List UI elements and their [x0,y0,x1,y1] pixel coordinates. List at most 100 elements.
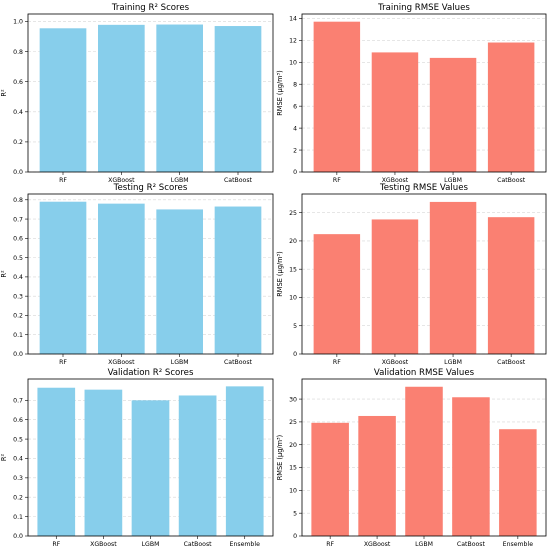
chart-title: Validation RMSE Values [374,368,475,378]
bar [156,209,203,354]
y-axis-label: RMSE (μg/m³) [276,435,284,481]
x-tick-label: LGBM [444,177,462,184]
chart-panel-3: RF XGBoost LGBM CatBoost 0 5 10 15 20 25 Testing R… [276,183,547,366]
y-tick-label: 5 [293,510,297,517]
chart-title: Testing R² Scores [113,183,188,193]
y-tick-label: 0.0 [13,351,23,358]
plot-frame [27,193,274,355]
plot-frame [27,13,274,173]
plot-frame [301,13,547,173]
y-tick-label: 0.4 [13,456,23,463]
y-tick-label: 0.1 [13,514,23,521]
x-tick-label: CatBoost [497,359,526,366]
bar [84,389,123,536]
bar [39,28,87,172]
x-tick-label: CatBoost [497,177,526,184]
x-tick-label: LGBM [171,177,189,184]
y-tick-label: 10 [289,488,297,495]
y-tick-label: 15 [289,266,297,273]
chart-title: Validation R² Scores [108,368,194,378]
chart-title: Training RMSE Values [377,3,470,13]
x-tick-label: XGBoost [108,359,135,366]
x-tick-label: Ensemble [230,541,261,548]
bar [214,206,262,354]
y-tick-label: 14 [289,16,297,23]
bar [214,26,262,172]
bar [39,201,87,354]
y-axis-label: RMSE (μg/m³) [276,251,284,297]
y-tick-label: 10 [289,59,297,66]
y-axis-label: R² [0,89,8,97]
bar [487,42,535,173]
y-tick-label: 0.2 [13,313,23,320]
y-tick-label: 12 [289,38,297,45]
x-tick-label: RF [59,177,67,184]
y-tick-label: 0.3 [13,475,23,482]
y-axis-label: R² [0,454,8,462]
bar [487,217,535,354]
bar [313,21,361,172]
y-tick-label: 0.5 [13,255,23,262]
plot-frame [301,378,547,537]
x-tick-label: CatBoost [224,177,253,184]
x-tick-label: CatBoost [224,359,253,366]
y-tick-label: 20 [289,442,297,449]
y-tick-label: 0.1 [13,332,23,339]
y-tick-label: 0.2 [13,139,23,146]
x-tick-label: XGBoost [364,541,391,548]
chart-panel-5: RF XGBoost LGBM CatBoost Ensemble 0 5 10 15 20 25 3… [276,368,547,548]
chart-panel-4: RF XGBoost LGBM CatBoost Ensemble 0.0 0.1 0.2 0.… [0,368,274,548]
y-tick-label: 0.8 [13,49,23,56]
bar [405,386,443,536]
x-tick-label: LGBM [444,359,462,366]
bar [98,24,145,172]
y-tick-label: 0.2 [13,494,23,501]
y-tick-label: 2 [293,147,297,154]
y-tick-label: 0.5 [13,436,23,443]
x-tick-label: XGBoost [108,177,135,184]
x-tick-label: RF [326,541,334,548]
x-tick-label: RF [52,541,60,548]
y-tick-label: 0 [293,351,297,358]
chart-panel-2: RF XGBoost LGBM CatBoost 0.0 0.1 0.2 0.3 0.4 0.5 0… [0,183,274,366]
x-tick-label: CatBoost [184,541,213,548]
y-tick-label: 25 [289,419,297,426]
y-tick-label: 0.7 [13,216,23,223]
chart-panel-0: RF XGBoost LGBM CatBoost 0.0 0.2 0.4 0.6 0.8 1.0 T… [0,3,274,184]
x-tick-label: XGBoost [90,541,117,548]
y-tick-label: 0.8 [13,197,23,204]
y-axis-label: R² [0,270,8,278]
bar [452,397,490,536]
x-tick-label: XGBoost [382,359,409,366]
y-tick-label: 0 [293,533,297,540]
bar [371,52,419,172]
bar [429,201,477,354]
bar [37,387,76,536]
y-tick-label: 1.0 [13,19,23,26]
bar [311,422,349,536]
y-tick-label: 0.7 [13,398,23,405]
x-tick-label: RF [333,177,341,184]
y-tick-label: 5 [293,323,297,330]
y-tick-label: 0.4 [13,109,23,116]
y-tick-label: 0.0 [13,533,23,540]
y-tick-label: 25 [289,210,297,217]
y-tick-label: 0.6 [13,417,23,424]
chart-title: Training R² Scores [111,3,190,13]
x-tick-label: CatBoost [457,541,486,548]
bar [156,24,203,173]
chart-panel-1: RF XGBoost LGBM CatBoost 0 2 4 6 8 10 12 14 Training… [276,3,547,184]
y-tick-label: 10 [289,295,297,302]
plot-frame [301,193,547,355]
y-tick-label: 8 [293,81,297,88]
x-tick-label: Ensemble [503,541,534,548]
plot-frame [27,378,274,537]
bar [313,234,361,354]
x-tick-label: LGBM [171,359,189,366]
y-tick-label: 0 [293,169,297,176]
x-tick-label: LGBM [142,541,160,548]
bar [131,400,170,536]
y-tick-label: 30 [289,396,297,403]
x-tick-label: XGBoost [382,177,409,184]
